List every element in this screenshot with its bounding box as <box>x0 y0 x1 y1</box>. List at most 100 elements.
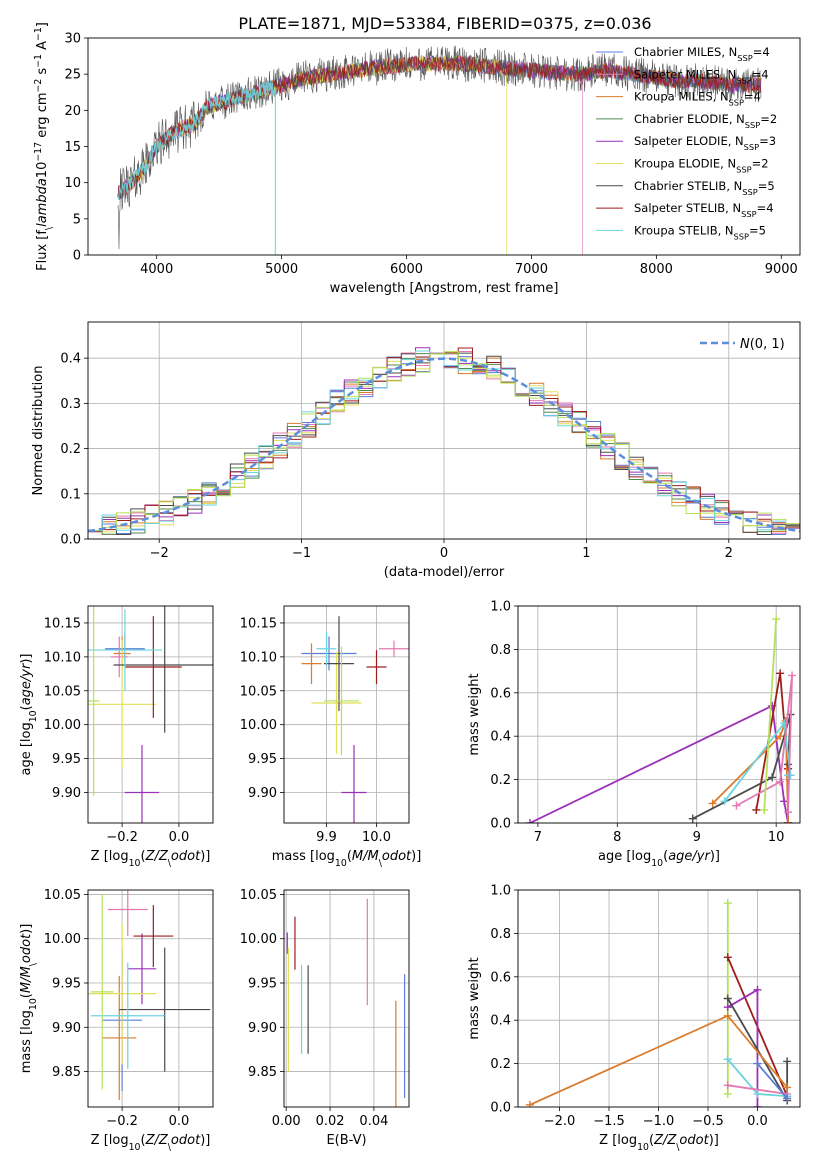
weight-series-line <box>711 720 789 823</box>
spectrum-ytick-label: 5 <box>73 212 81 227</box>
residuals-xtick-label: 0 <box>440 546 448 561</box>
weight-point-marker <box>723 1081 732 1090</box>
residual-histogram <box>88 351 800 531</box>
weight_vs_age-ytick-label: 0.0 <box>490 817 511 832</box>
spectrum-ytick-label: 10 <box>64 176 81 191</box>
age_vs_mass-ytick-label: 10.10 <box>240 650 277 665</box>
weight_vs_age-xtick-label: 7 <box>534 830 542 845</box>
residuals-ytick-label: 0.3 <box>60 397 81 412</box>
spectrum-xtick-label: 8000 <box>640 262 673 277</box>
age_vs_mass-xtick-label: 10.0 <box>362 830 391 845</box>
weight_vs_age-ytick-label: 0.2 <box>490 773 511 788</box>
weight_vs_z-plot-area <box>525 899 792 1107</box>
mass_vs_ebv-ytick-label: 9.85 <box>248 1065 277 1080</box>
weight_vs_z-xtick-label: −1.0 <box>643 1114 675 1129</box>
spectrum-xlabel: wavelength [Angstrom, rest frame] <box>330 281 559 296</box>
age_vs_mass-ytick-label: 9.95 <box>248 752 277 767</box>
legend-entry: Kroupa STELIB, NSSP=5 <box>634 223 766 241</box>
mass_vs_ebv-xtick-label: 0.00 <box>272 1114 301 1129</box>
mass_vs_ebv-ytick-label: 10.05 <box>240 888 277 903</box>
age_vs_mass-panel: 9.9 10.0 9.90 9.95 10.00 10.05 10.10 10.15 mass … <box>240 605 421 869</box>
weight_vs_age-xtick-label: 8 <box>613 830 621 845</box>
age_vs_z-ytick-label: 10.15 <box>44 616 81 631</box>
residuals-ylabel: Normed distribution <box>31 366 46 496</box>
mass_vs_ebv-plot-area <box>286 898 406 1107</box>
mass_vs_ebv-ytick-label: 9.95 <box>248 977 277 992</box>
weight-point-marker <box>723 1003 732 1012</box>
age_vs_z-xlabel: Z [log10(Z/Z\odot)] <box>91 849 211 869</box>
weight-point-marker <box>723 1011 732 1020</box>
mass_vs_z-ytick-label: 9.90 <box>52 1021 81 1036</box>
age_vs_z-ylabel: age [log10(age/yr)] <box>19 653 39 775</box>
legend-entry: Chabrier ELODIE, NSSP=2 <box>634 112 777 130</box>
spectrum-xtick-label: 4000 <box>140 262 173 277</box>
gaussian-curve <box>88 357 800 533</box>
figure-title: PLATE=1871, MJD=53384, FIBERID=0375, z=0… <box>238 14 651 33</box>
weight-point-marker <box>768 773 777 782</box>
weight-point-marker <box>732 801 741 810</box>
mass_vs_ebv-ytick-label: 10.00 <box>240 932 277 947</box>
weight_vs_z-ytick-label: 0.0 <box>490 1101 511 1116</box>
spectrum-xtick-label: 6000 <box>390 262 423 277</box>
spectrum-ytick-label: 30 <box>64 32 81 47</box>
weight-point-marker <box>525 819 534 823</box>
mass_vs_z-ytick-label: 10.05 <box>44 888 81 903</box>
spectrum-ytick-label: 0 <box>73 249 81 264</box>
weight-point-marker <box>776 669 785 678</box>
age_vs_z-ytick-label: 10.00 <box>44 718 81 733</box>
weight-series-line <box>763 618 778 811</box>
age_vs_z-panel: −0.2 0.0 9.90 9.95 10.00 10.05 10.10 10.15 Z [lo… <box>19 605 214 869</box>
weight-point-marker <box>723 953 732 962</box>
age_vs_mass-plot-area <box>301 616 409 823</box>
mass_vs_ebv-xtick-label: 0.04 <box>359 1114 388 1129</box>
weight_vs_z-xtick-label: −2.0 <box>544 1114 576 1129</box>
mass_vs_ebv-xlabel: E(B-V) <box>326 1133 366 1148</box>
spectrum-model-line <box>117 80 276 255</box>
spectrum-xtick-label: 9000 <box>765 262 798 277</box>
residuals-xtick-label: −1 <box>292 546 311 561</box>
weight-point-marker <box>776 732 785 741</box>
weight-point-marker <box>723 899 732 908</box>
weight-point-marker <box>753 1059 762 1068</box>
age_vs_mass-xtick-label: 9.9 <box>316 830 337 845</box>
spectrum-ylabel: Flux [f\lambda10−17 erg cm−2 s−1 A−1] <box>33 22 55 271</box>
mass_vs_z-xtick-label: −0.2 <box>106 1114 138 1129</box>
weight-point-marker <box>783 1094 792 1103</box>
weight-point-marker <box>753 985 762 994</box>
weight-point-marker <box>752 805 761 814</box>
weight-point-marker <box>788 671 797 680</box>
weight-series-line <box>692 714 792 820</box>
mass_vs_z-xtick-label: 0.0 <box>169 1114 190 1129</box>
age_vs_z-ytick-label: 9.95 <box>52 752 81 767</box>
legend-entry: Chabrier MILES, NSSP=4 <box>634 45 770 63</box>
weight_vs_age-ylabel: mass weight <box>467 673 482 755</box>
residuals-ytick-label: 0.1 <box>60 487 81 502</box>
residuals-ytick-label: 0.0 <box>60 533 81 548</box>
weight-point-marker <box>760 805 769 814</box>
weight-point-marker <box>784 808 793 817</box>
weight_vs_z-frame <box>517 889 801 1108</box>
age_vs_z-frame <box>87 605 214 824</box>
residuals-xtick-label: −2 <box>150 546 169 561</box>
weight_vs_z-xtick-label: 0.0 <box>747 1114 768 1129</box>
weight-point-marker <box>784 771 793 780</box>
weight-point-marker <box>776 777 785 786</box>
weight-point-marker <box>688 814 697 823</box>
spectrum-ytick-label: 20 <box>64 104 81 119</box>
weight_vs_age-ytick-label: 0.6 <box>490 686 511 701</box>
weight-point-marker <box>783 1083 792 1092</box>
weight-series-line <box>756 1063 788 1099</box>
spectrum-plot-area <box>117 45 762 255</box>
weight_vs_age-xtick-label: 9 <box>693 830 701 845</box>
mass_vs_z-ytick-label: 9.85 <box>52 1065 81 1080</box>
age_vs_mass-ytick-label: 9.90 <box>248 786 277 801</box>
weight_vs_age-frame <box>517 605 801 824</box>
weight_vs_z-ytick-label: 0.4 <box>490 1014 511 1029</box>
weight_vs_z-ytick-label: 0.8 <box>490 927 511 942</box>
weight-point-marker <box>525 1100 534 1107</box>
mass_vs_z-frame <box>87 889 214 1108</box>
residuals-xtick-label: 1 <box>582 546 590 561</box>
spectrum-model-line <box>117 54 762 199</box>
age_vs_z-xtick-label: 0.0 <box>169 830 190 845</box>
